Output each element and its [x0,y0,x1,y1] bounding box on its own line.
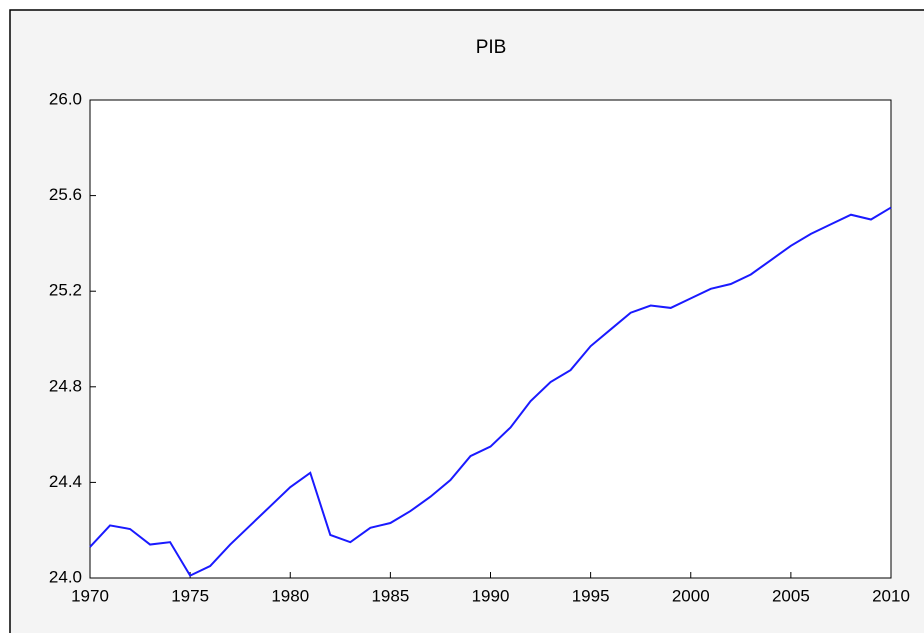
x-tick-label: 2010 [872,586,910,605]
y-tick-label: 24.8 [49,376,82,395]
y-tick-label: 26.0 [49,89,82,108]
x-tick-label: 1985 [371,586,409,605]
y-tick-label: 24.4 [49,472,82,491]
x-tick-label: 1975 [171,586,209,605]
chart-title: PIB [476,37,507,58]
y-tick-label: 25.6 [49,185,82,204]
x-tick-label: 2005 [772,586,810,605]
x-tick-label: 1995 [572,586,610,605]
plot-area [89,99,892,579]
x-tick-label: 1980 [271,586,309,605]
data-line [89,206,892,577]
y-tick-label: 24.0 [49,567,82,586]
y-tick-label: 25.2 [49,281,82,300]
x-tick-label: 1990 [472,586,510,605]
x-tick-label: 2000 [672,586,710,605]
x-tick-label: 1970 [71,586,109,605]
